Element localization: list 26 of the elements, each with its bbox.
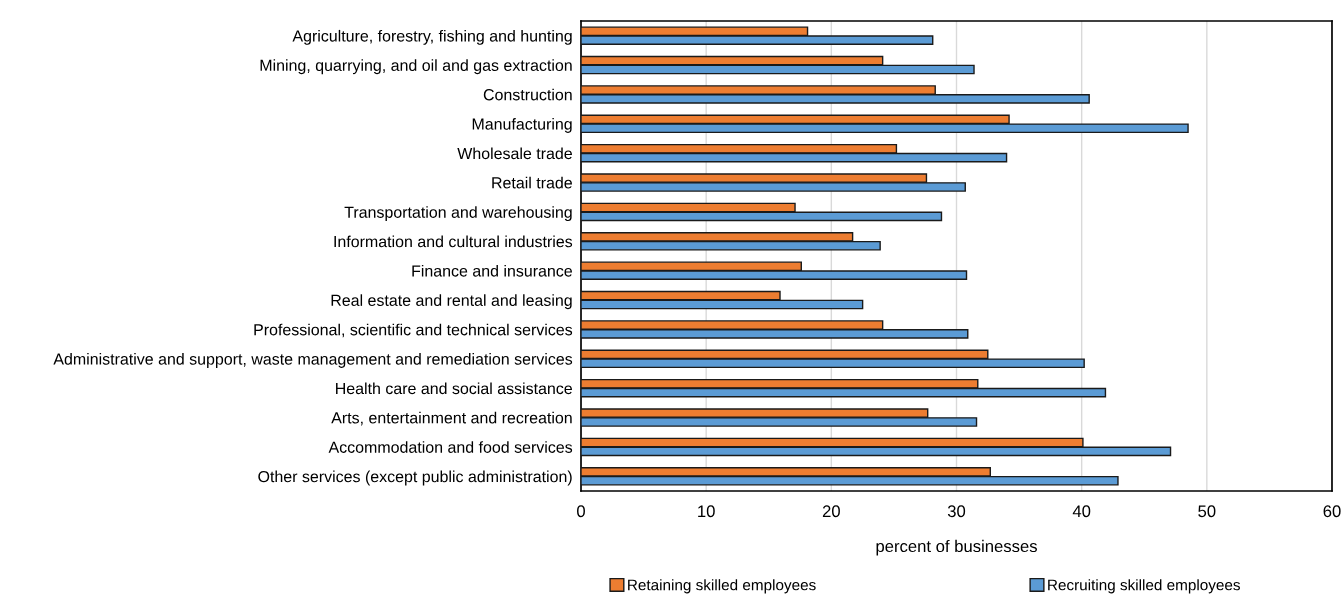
y-tick-label: Professional, scientific and technical services [254, 323, 573, 338]
legend-label: Recruiting skilled employees [1048, 579, 1240, 594]
y-tick-label: Health care and social assistance [336, 382, 572, 395]
y-tick-label: Mining, quarrying, and oil and gas extraction [260, 59, 572, 75]
y-tick-label: Other services (except public administration) [258, 470, 572, 486]
x-tick-label: 10 [698, 505, 715, 518]
y-tick-label: Real estate and rental and leasing [331, 294, 572, 310]
x-tick-label: 30 [947, 505, 966, 518]
y-tick-label: Accommodation and food services [328, 441, 573, 453]
y-tick-label: Wholesale trade [457, 147, 572, 160]
x-tick-label: 40 [1072, 505, 1091, 518]
y-tick-label: Construction [483, 88, 572, 101]
y-tick-label: Manufacturing [472, 118, 572, 133]
y-tick-label: Finance and insurance [412, 264, 572, 277]
x-axis-title: percent of businesses [876, 539, 1037, 556]
x-tick-label: 0 [577, 505, 585, 518]
x-tick-label: 20 [822, 505, 840, 518]
y-tick-label: Administrative and support, waste management and remediation services [53, 353, 573, 368]
x-tick-label: 50 [1198, 505, 1216, 518]
y-tick-label: Information and cultural industries [334, 235, 573, 248]
x-tick-label: 60 [1323, 505, 1341, 518]
y-tick-label: Arts, entertainment and recreation [331, 411, 572, 426]
y-tick-label: Retail trade [492, 176, 572, 189]
legend-label: Retaining skilled employees [628, 579, 816, 594]
y-tick-label: Transportation and warehousing [344, 206, 572, 222]
y-tick-label: Agriculture, forestry, fishing and hunting [292, 29, 572, 45]
